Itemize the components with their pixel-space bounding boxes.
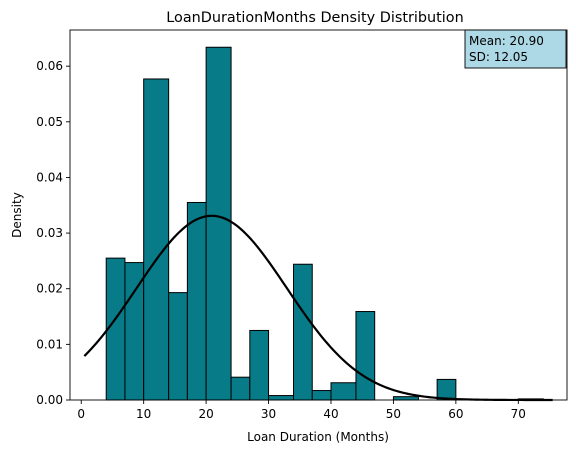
x-tick-label: 50 <box>386 407 401 421</box>
chart-title: LoanDurationMonths Density Distribution <box>166 10 463 26</box>
histogram-bar <box>230 376 251 401</box>
histogram-bar <box>168 292 188 401</box>
y-tick-label: 0.03 <box>36 226 63 240</box>
histogram-bar <box>436 378 457 401</box>
y-tick-label: 0.04 <box>36 170 63 184</box>
histogram-bar <box>186 201 207 401</box>
histogram-bar <box>205 46 232 401</box>
x-tick-label: 60 <box>448 407 463 421</box>
x-axis-ticks: 0 10 20 30 40 50 60 70 <box>77 400 526 421</box>
x-tick-label: 30 <box>261 407 276 421</box>
x-tick-label: 10 <box>136 407 151 421</box>
stats-annotation-box <box>464 29 567 69</box>
y-tick-label: 0.02 <box>36 282 63 296</box>
histogram-bar <box>392 396 419 401</box>
histogram-bar <box>143 78 170 401</box>
plot-frame <box>69 29 568 401</box>
x-tick-label: 40 <box>323 407 338 421</box>
mean-label: Mean: 20.90 <box>469 34 544 48</box>
bars-group <box>105 46 544 401</box>
histogram-bar <box>330 382 357 401</box>
sd-label: SD: 12.05 <box>469 50 528 64</box>
y-tick-label: 0.00 <box>36 393 63 407</box>
x-tick-label: 20 <box>198 407 213 421</box>
y-axis-ticks: 0.00 0.01 0.02 0.03 0.04 0.05 0.06 <box>36 59 70 407</box>
histogram-bar <box>268 395 295 401</box>
histogram-bar <box>293 263 313 401</box>
y-axis-label: Density <box>10 192 24 238</box>
stats-annotation: Mean: 20.90 SD: 12.05 <box>464 29 567 69</box>
x-axis-label: Loan Duration (Months) <box>247 430 389 444</box>
y-tick-label: 0.05 <box>36 115 63 129</box>
histogram-bar <box>249 329 270 401</box>
y-tick-label: 0.01 <box>36 337 63 351</box>
x-tick-label: 0 <box>77 407 85 421</box>
histogram-bar <box>311 390 332 401</box>
y-tick-label: 0.06 <box>36 59 63 73</box>
histogram-bar <box>355 311 376 401</box>
x-tick-label: 70 <box>511 407 526 421</box>
